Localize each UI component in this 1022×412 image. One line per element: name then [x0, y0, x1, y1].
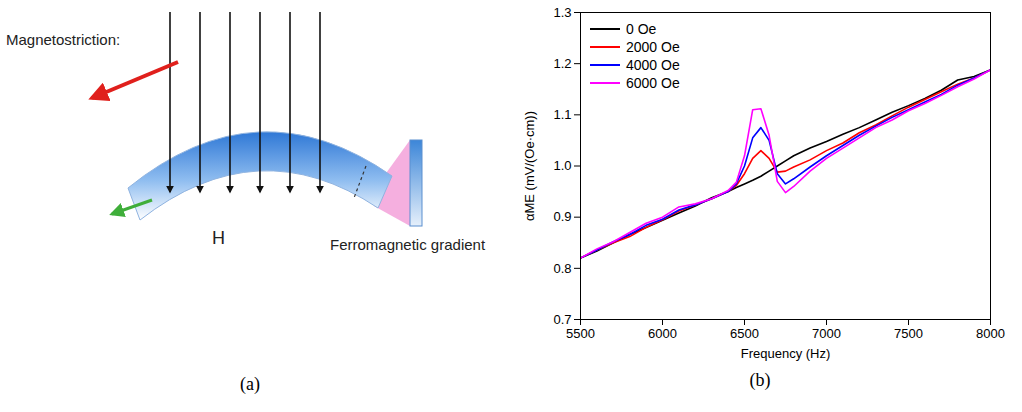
- svg-text:H: H: [212, 228, 225, 248]
- svg-text:1.1: 1.1: [553, 107, 571, 122]
- svg-text:1.3: 1.3: [553, 5, 571, 20]
- html-text:2000 Oe: 2000 Oe: [626, 39, 680, 55]
- svg-text:Frequency (Hz): Frequency (Hz): [741, 346, 831, 361]
- html-text:4000 Oe: 4000 Oe: [626, 57, 680, 73]
- svg-text:8000: 8000: [976, 326, 1005, 341]
- html-text:(b): (b): [749, 370, 771, 390]
- svg-text:Ferromagnetic gradient: Ferromagnetic gradient: [330, 236, 486, 253]
- svg-text:6500: 6500: [730, 326, 759, 341]
- svg-text:7000: 7000: [812, 326, 841, 341]
- svg-text:5500: 5500: [566, 326, 595, 341]
- html-text:0 Oe: 0 Oe: [626, 21, 657, 37]
- svg-text:6000: 6000: [648, 326, 677, 341]
- svg-text:αME (mV/(Oe·cm)): αME (mV/(Oe·cm)): [522, 111, 537, 221]
- svg-text:1.2: 1.2: [553, 56, 571, 71]
- html-text:6000 Oe: 6000 Oe: [626, 75, 680, 91]
- svg-text:7500: 7500: [894, 326, 923, 341]
- svg-text:1.0: 1.0: [553, 158, 571, 173]
- svg-text:0.7: 0.7: [553, 312, 571, 327]
- svg-text:0.9: 0.9: [553, 209, 571, 224]
- svg-text:Magnetostriction:: Magnetostriction:: [6, 31, 120, 48]
- svg-text:0.8: 0.8: [553, 260, 571, 275]
- html-text:(a): (a): [240, 374, 260, 394]
